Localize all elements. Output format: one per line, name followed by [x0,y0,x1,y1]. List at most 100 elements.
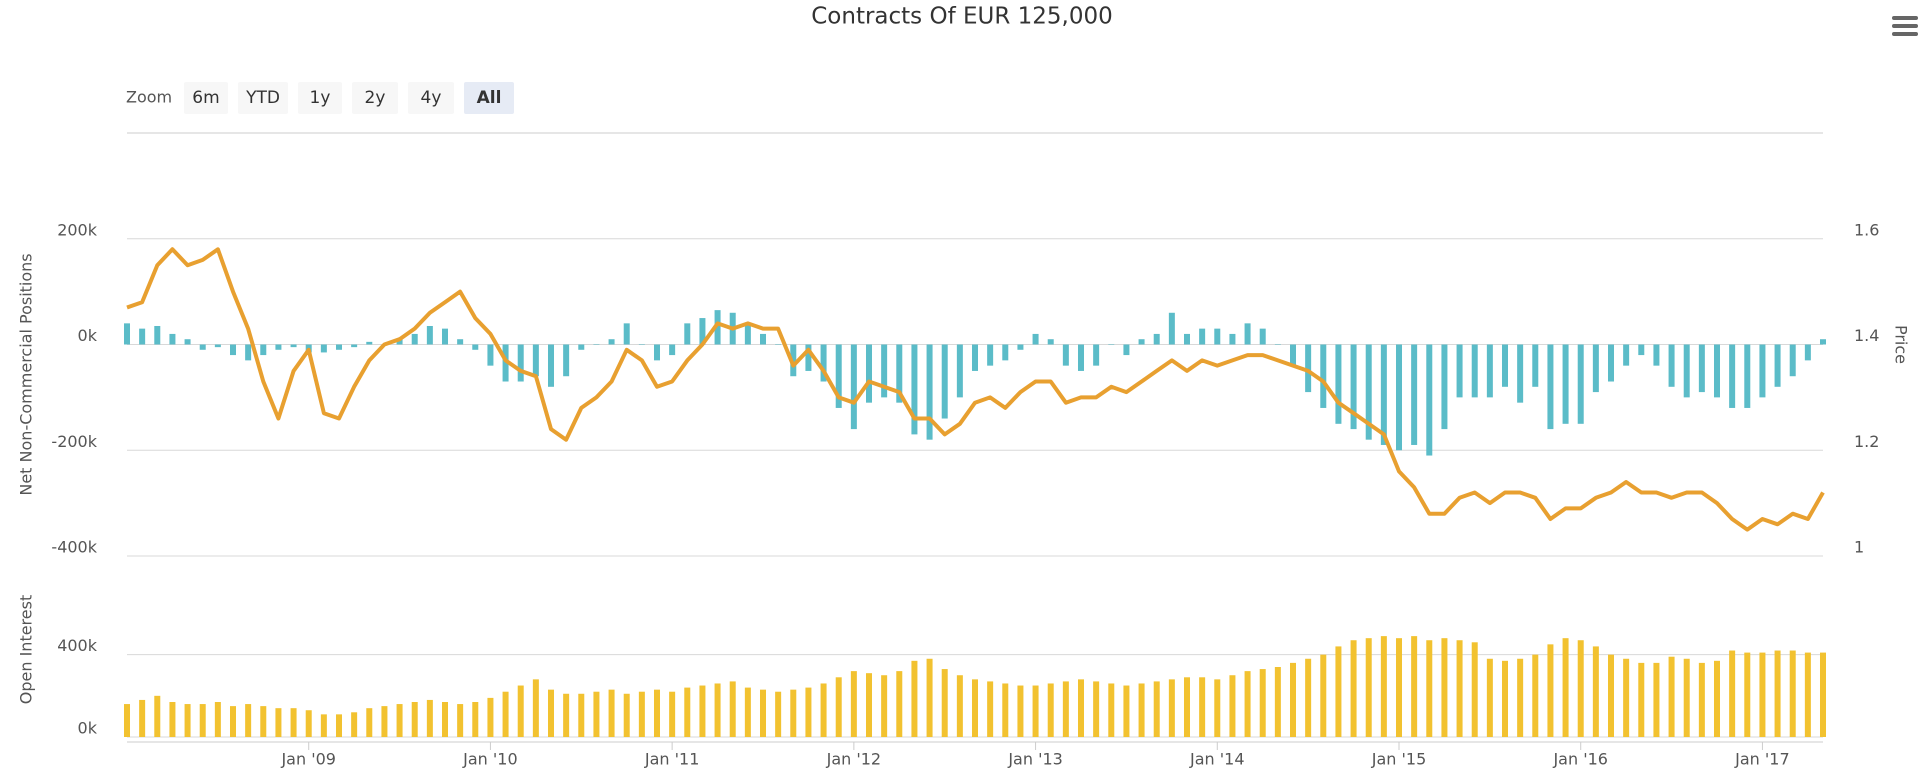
bar [881,675,888,737]
bar [744,687,751,737]
bar [441,328,449,345]
bar [1168,312,1175,345]
y2-tick-label: 1 [1854,538,1864,557]
y-axis-title: Net Non-Commercial Positions [17,253,36,495]
bar [1532,654,1539,737]
bar [896,671,903,737]
bar [441,702,449,737]
bar [1486,344,1493,398]
bar [472,702,479,737]
bar [169,702,176,737]
bar [1168,679,1175,737]
x-tick-label: Jan '15 [1371,750,1427,769]
bar [275,344,282,350]
zoom-button[interactable]: YTD [238,82,288,114]
bar [1744,652,1751,737]
bar [1047,683,1054,737]
zoom-label: Zoom [126,88,172,107]
bar [775,691,782,737]
bar [381,706,388,737]
bar [911,344,918,435]
bar [1274,344,1281,345]
bar [1471,642,1478,737]
bar [820,344,827,382]
bar [820,683,827,737]
bar [1668,656,1675,737]
bar [1183,677,1191,737]
bar [351,344,358,348]
bar [517,685,524,737]
bar [1320,654,1327,737]
menu-icon[interactable] [1892,16,1918,36]
bar [835,677,842,737]
bar [487,344,494,366]
bar [260,344,267,356]
bar [1335,344,1342,424]
bar [1259,669,1266,737]
bar [926,658,933,737]
zoom-button-bg [352,82,398,114]
zoom-button[interactable]: 1y [298,82,342,114]
zoom-button[interactable]: 4y [408,82,454,114]
bar [563,693,570,737]
bar [411,333,418,345]
bar [1819,652,1827,737]
bar [123,704,131,737]
bar [1804,652,1811,737]
bar [139,699,146,737]
zoom-button[interactable]: 6m [184,82,228,114]
bar [457,704,464,737]
zoom-button[interactable]: All [464,82,514,114]
bar [653,344,661,361]
bar [199,704,206,737]
bar [759,333,767,345]
bar [1713,344,1721,398]
bar [699,685,706,737]
bar [532,344,539,377]
bar [1819,339,1827,345]
y2-tick-label: 1.2 [1854,432,1879,451]
x-tick-label: Jan '13 [1007,750,1063,769]
zoom-button-label: All [477,88,502,108]
bar [1047,339,1054,345]
bar [850,671,857,737]
bar [1517,344,1524,403]
bar [1517,658,1524,737]
bar [1441,344,1448,430]
bar [1365,344,1372,440]
bar [669,344,676,356]
bar [714,683,721,737]
bar [1744,344,1751,408]
bar [1683,344,1690,398]
price-line [126,247,1825,532]
bar [1729,650,1736,737]
bar [941,669,948,737]
bar [320,344,327,353]
bar [1062,344,1069,366]
bar [139,328,146,345]
bar [366,708,373,737]
zoom-button[interactable]: 2y [352,82,398,114]
bar [154,325,161,345]
zoom-button-label: 2y [365,88,386,108]
bar [260,706,267,737]
zoom-button-label: 4y [421,88,442,108]
bar [123,323,131,345]
zoom-button-label: 1y [310,88,331,108]
bar [502,691,509,737]
bar [1698,662,1705,737]
bar [684,323,691,345]
bar [1183,333,1191,345]
bar [1592,344,1599,393]
bar [1471,344,1478,398]
bar [1350,640,1357,737]
bar [1623,658,1630,737]
y2-tick-label: 1.4 [1854,326,1879,345]
bar [169,333,176,345]
y-axis-title: Open Interest [17,595,36,704]
bar [1501,660,1509,737]
bar [1305,658,1312,737]
bar [290,344,297,348]
bar [1123,685,1130,737]
bar [1305,344,1312,393]
